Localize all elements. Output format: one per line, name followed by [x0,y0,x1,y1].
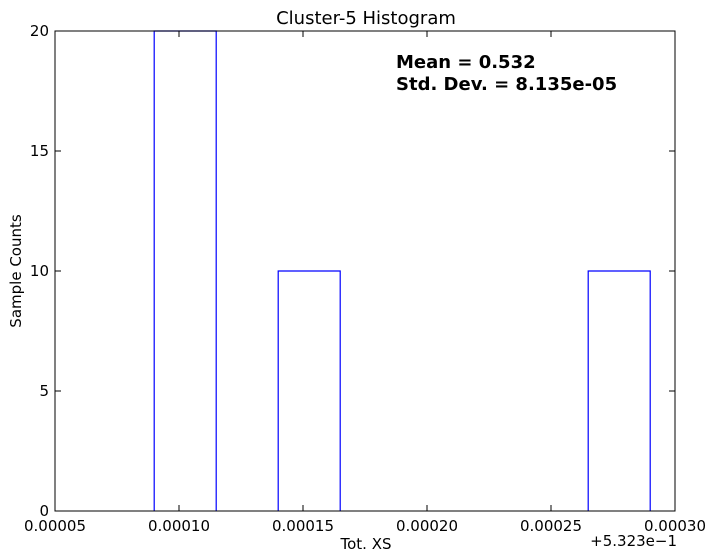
x-axis-title: Tot. XS [339,535,391,553]
y-tick-label: 0 [39,502,49,520]
y-tick-label: 10 [30,262,49,280]
histogram-bar-3 [587,270,651,511]
x-tick-label: 0.00030 [644,517,706,535]
x-offset-label: +5.323e−1 [590,532,677,550]
x-tick-label: 0.00010 [148,517,210,535]
x-tick-label: 0.00025 [520,517,582,535]
y-axis-title: Sample Counts [7,214,25,328]
y-tick-label: 5 [39,382,49,400]
chart-title: Cluster-5 Histogram [276,8,456,29]
y-tick-label: 20 [30,22,49,40]
x-tick-label: 0.00005 [24,517,86,535]
mean-annotation: Mean = 0.532 [396,52,536,73]
x-tick-label: 0.00020 [396,517,458,535]
histogram-bar-1 [153,30,217,511]
x-axis: 0.00005 0.00010 0.00015 0.00020 0.00025 0.000… [24,31,706,535]
histogram-bar-2 [277,270,341,511]
x-tick-label: 0.00015 [272,517,334,535]
axes-frame [54,30,676,512]
y-tick-label: 15 [30,142,49,160]
histogram-bars [153,30,651,511]
std-dev-annotation: Std. Dev. = 8.135e-05 [396,74,617,95]
y-axis: 0 5 10 15 20 [30,22,675,520]
